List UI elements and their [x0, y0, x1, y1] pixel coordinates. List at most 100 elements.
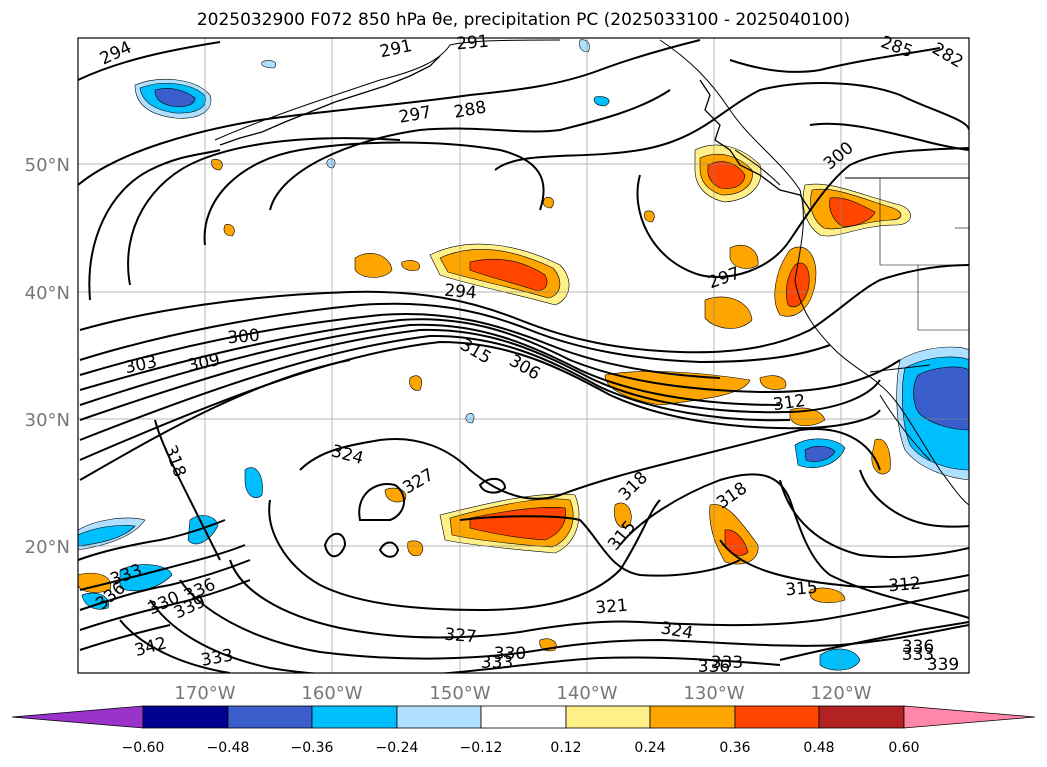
contour-label: 300	[227, 326, 261, 349]
lon-label: 120°W	[810, 683, 871, 704]
contour	[79, 313, 721, 379]
contour	[478, 477, 507, 494]
colorbar-segment	[480, 705, 567, 729]
contour	[358, 483, 405, 521]
contour	[729, 47, 941, 73]
map-frame	[77, 37, 970, 674]
contour	[154, 419, 221, 561]
colorbar-tick-label: −0.60	[122, 740, 165, 756]
lon-label: 130°W	[683, 683, 744, 704]
precip-area	[759, 375, 787, 390]
contour	[79, 318, 901, 394]
colorbar-extend-high	[903, 705, 1036, 729]
colorbar-segment	[142, 705, 229, 729]
contour	[79, 264, 969, 354]
precip-area	[154, 88, 196, 107]
colorbar-ticks: −0.60 −0.48 −0.36 −0.24 −0.12 0.12 0.24 …	[122, 740, 920, 756]
contour	[78, 39, 701, 186]
contour	[779, 621, 969, 661]
contour-label: 333	[902, 645, 934, 665]
contour	[269, 89, 671, 211]
precip-area	[244, 467, 263, 499]
colorbar-tick-label: 0.24	[634, 740, 665, 756]
colorbar-segment	[818, 705, 905, 729]
precip-area	[326, 158, 336, 169]
border-state	[879, 178, 969, 266]
contour	[79, 302, 831, 364]
lon-label: 170°W	[174, 683, 235, 704]
coastline-alaska	[214, 39, 561, 141]
contour	[809, 122, 969, 151]
lat-label: 20°N	[25, 537, 70, 558]
contour-label: 312	[772, 391, 807, 415]
precip-area	[871, 438, 891, 475]
precip-area	[614, 502, 632, 528]
coastline-north-america	[659, 39, 969, 506]
contour-label: 315	[785, 578, 819, 601]
contour	[127, 137, 401, 286]
contour-label: 333	[481, 653, 513, 673]
precip-area	[465, 413, 475, 424]
precip-area	[913, 366, 969, 431]
contour-label: 333	[711, 653, 743, 673]
precip-area	[409, 375, 422, 391]
contour-label: 330	[494, 644, 526, 664]
contour	[119, 619, 231, 673]
contour-label: 312	[888, 574, 922, 597]
precip-area	[354, 253, 393, 278]
coastline-vancouver-island	[734, 149, 781, 186]
contour-label: 327	[443, 625, 477, 648]
precip-area	[187, 515, 219, 545]
precip-area	[704, 296, 753, 329]
precip-area	[785, 262, 810, 308]
latitude-labels: 50°N 40°N 30°N 20°N	[25, 155, 70, 558]
precip-area	[729, 244, 759, 269]
contour	[78, 519, 226, 561]
lon-label: 150°W	[429, 683, 490, 704]
contour-label: 336	[698, 657, 730, 677]
colorbar-segment	[649, 705, 736, 729]
contour	[779, 479, 969, 559]
colorbar-segment	[227, 705, 313, 729]
contour	[378, 541, 400, 558]
colorbar-segment	[565, 705, 651, 729]
colorbar-tick-label: 0.48	[803, 740, 834, 756]
contour	[78, 41, 221, 81]
precip-area	[223, 224, 235, 237]
lat-label: 50°N	[25, 155, 70, 176]
contour	[79, 624, 171, 651]
precip-area	[78, 525, 136, 547]
coastlines	[214, 39, 969, 506]
contour-label: 291	[456, 32, 490, 55]
contour	[636, 147, 969, 278]
coastline-baja	[879, 394, 931, 461]
contour	[79, 559, 251, 611]
precip-area	[407, 540, 424, 557]
contour	[79, 328, 881, 421]
colorbar-tick-label: −0.24	[376, 740, 419, 756]
map-title: 2025032900 F072 850 hPa θe, precipitatio…	[196, 10, 851, 30]
precip-area	[261, 60, 277, 69]
coastline-bc-fjords	[699, 79, 811, 211]
precip-area	[644, 210, 655, 223]
theta-e-contours	[78, 39, 969, 673]
longitude-labels: 170°W 160°W 150°W 140°W 130°W 120°W	[174, 683, 871, 704]
contour	[323, 532, 347, 558]
colorbar-tick-label: −0.12	[460, 740, 503, 756]
contour	[79, 359, 351, 481]
contour	[859, 469, 969, 528]
contour	[79, 323, 781, 406]
colorbar-tick-label: 0.60	[888, 740, 919, 756]
colorbar-extend-low	[11, 705, 144, 729]
contour	[719, 539, 969, 588]
map-content	[78, 38, 969, 673]
contour	[79, 334, 791, 441]
contour	[88, 149, 221, 301]
precip-area	[819, 648, 861, 671]
contour	[203, 141, 545, 246]
precip-area	[809, 587, 846, 604]
contour	[494, 82, 969, 171]
colorbar-segment	[734, 705, 820, 729]
lon-label: 140°W	[556, 683, 617, 704]
precip-area	[543, 197, 554, 209]
